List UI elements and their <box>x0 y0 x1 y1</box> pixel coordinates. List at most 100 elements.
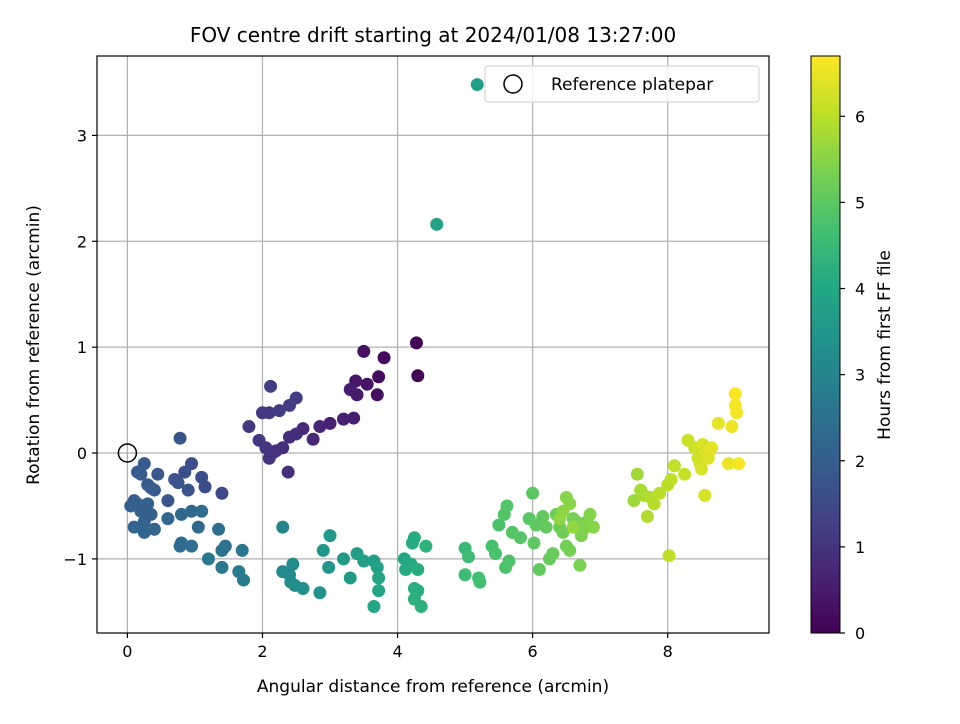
data-point <box>546 547 560 561</box>
data-point <box>372 571 386 585</box>
y-tick-label: 2 <box>77 232 87 251</box>
data-point <box>195 470 209 484</box>
data-point <box>662 549 676 563</box>
data-point <box>556 525 570 539</box>
data-point <box>306 432 320 446</box>
data-point <box>409 336 423 350</box>
data-point <box>563 543 577 557</box>
x-tick-label: 2 <box>257 642 267 661</box>
data-point <box>191 520 205 534</box>
data-point <box>357 344 371 358</box>
data-point <box>174 507 188 521</box>
data-point <box>173 539 187 553</box>
data-point <box>532 562 546 576</box>
y-axis-label: Rotation from reference (arcmin) <box>24 205 44 485</box>
data-point <box>276 520 290 534</box>
data-point <box>527 536 541 550</box>
data-point <box>215 543 229 557</box>
colorbar-tick-label: 6 <box>855 107 865 126</box>
x-tick-label: 8 <box>663 642 673 661</box>
data-point <box>296 582 310 596</box>
data-point <box>419 539 433 553</box>
data-point <box>630 467 644 481</box>
data-point <box>137 457 151 471</box>
data-point <box>313 586 327 600</box>
data-point <box>137 515 151 529</box>
x-axis-label: Angular distance from reference (arcmin) <box>257 677 609 697</box>
legend-label: Reference platepar <box>551 75 713 95</box>
data-point <box>664 472 678 486</box>
colorbar-tick-label: 0 <box>855 624 865 643</box>
data-point <box>235 543 249 557</box>
data-point <box>185 539 199 553</box>
data-point <box>458 568 472 582</box>
data-point <box>323 416 337 430</box>
data-point <box>313 420 327 434</box>
data-point <box>488 547 502 561</box>
data-point <box>667 459 681 473</box>
data-point <box>262 406 276 420</box>
data-point <box>586 520 600 534</box>
data-point <box>725 420 739 434</box>
data-point <box>289 391 303 405</box>
data-point <box>553 512 567 526</box>
data-point <box>343 571 357 585</box>
colorbar: 0 1 2 3 4 5 6 Hours from first FF file <box>810 55 895 643</box>
colorbar-tick-label: 1 <box>855 538 865 557</box>
data-point <box>372 584 386 598</box>
data-point <box>322 560 336 574</box>
data-point <box>215 486 229 500</box>
data-point <box>357 554 371 568</box>
data-point <box>286 557 300 571</box>
chart-title: FOV centre drift starting at 2024/01/08 … <box>190 23 676 47</box>
y-tick-label: 1 <box>77 338 87 357</box>
data-point <box>242 420 256 434</box>
colorbar-tick-label: 2 <box>855 452 865 471</box>
legend-box <box>484 65 760 103</box>
colorbar-gradient <box>810 55 841 634</box>
data-point <box>201 552 215 566</box>
data-point <box>195 504 209 518</box>
colorbar-ticks: 0 1 2 3 4 5 6 <box>840 107 865 643</box>
data-point <box>502 554 516 568</box>
data-point <box>134 504 148 518</box>
data-point <box>513 531 527 545</box>
data-point <box>370 560 384 574</box>
data-point <box>407 531 421 545</box>
colorbar-tick-label: 5 <box>855 193 865 212</box>
data-point <box>137 525 151 539</box>
data-point <box>161 494 175 508</box>
data-point <box>411 369 425 383</box>
data-point <box>161 512 175 526</box>
data-points <box>124 78 746 614</box>
data-point <box>282 430 296 444</box>
x-tick-label: 0 <box>122 642 132 661</box>
plot-frame <box>96 55 770 634</box>
data-point <box>370 388 384 402</box>
data-point <box>732 457 746 471</box>
data-point <box>316 543 330 557</box>
legend: Reference platepar <box>484 65 760 103</box>
data-point <box>694 462 708 476</box>
data-point <box>705 441 719 455</box>
data-point <box>573 558 587 572</box>
data-point <box>147 522 161 536</box>
data-point <box>536 510 550 524</box>
data-point <box>272 404 286 418</box>
data-point <box>653 486 667 500</box>
data-point <box>323 529 337 543</box>
x-ticks: 0 2 4 6 8 <box>122 633 673 661</box>
data-point <box>492 518 506 532</box>
data-point <box>721 457 735 471</box>
data-point <box>473 575 487 589</box>
data-point <box>583 507 597 521</box>
data-point <box>360 377 374 391</box>
data-point <box>640 510 654 524</box>
data-point <box>237 573 251 587</box>
data-point <box>730 406 744 420</box>
y-tick-label: −1 <box>63 550 87 569</box>
data-point <box>178 465 192 479</box>
colorbar-tick-label: 4 <box>855 280 865 299</box>
colorbar-tick-label: 3 <box>855 366 865 385</box>
y-tick-label: 0 <box>77 444 87 463</box>
